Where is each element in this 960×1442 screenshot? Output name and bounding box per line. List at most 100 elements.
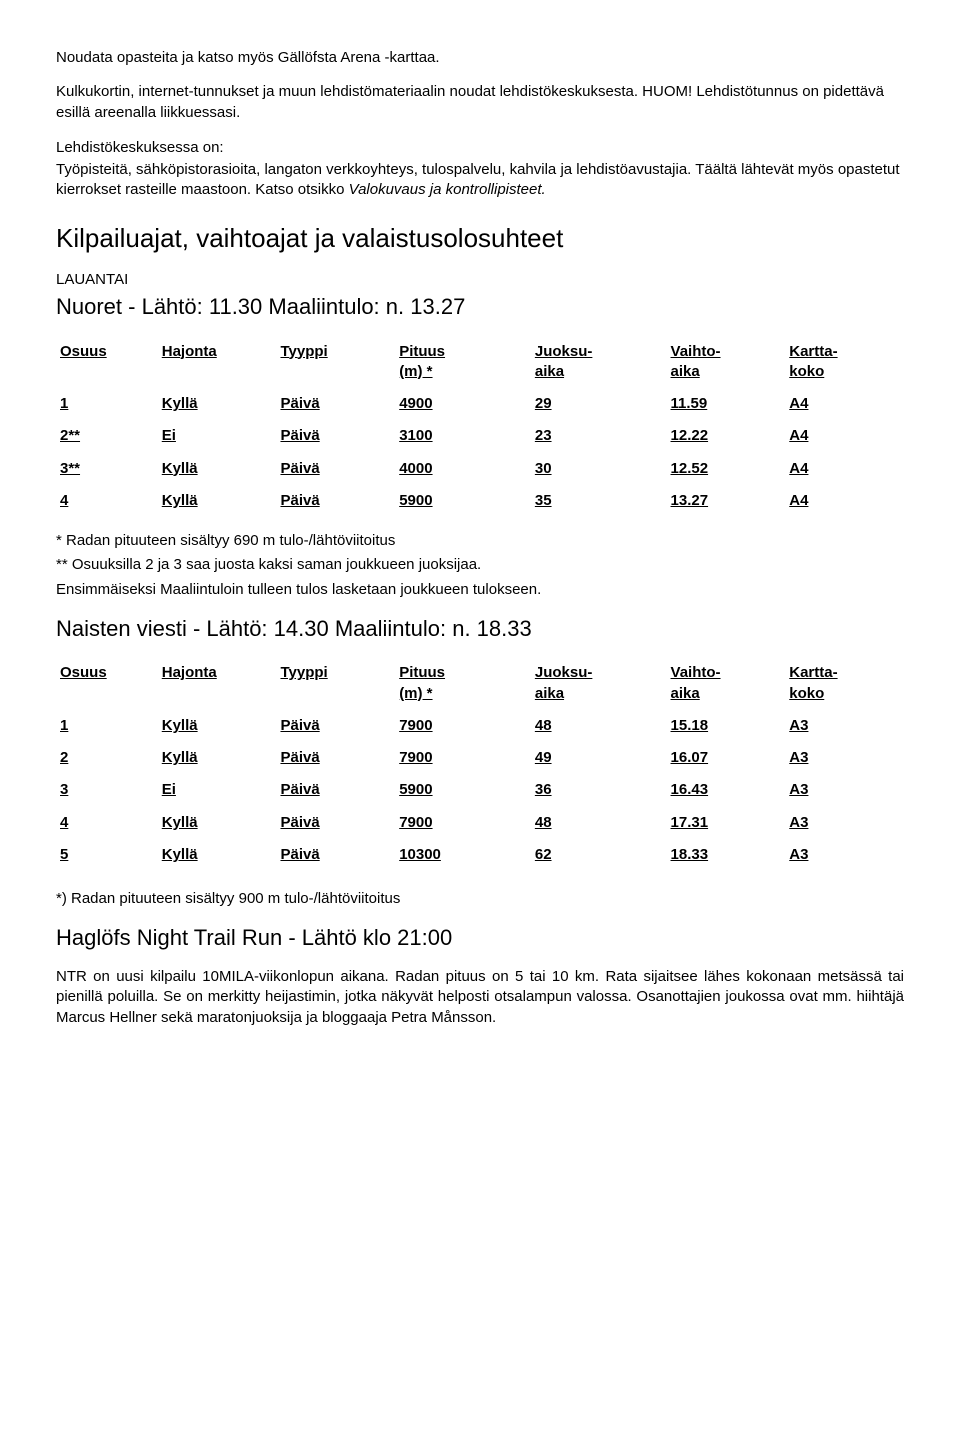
col-juoksu-l2: aika — [535, 362, 663, 382]
table-row: 1KylläPäivä49002911.59A4 — [56, 388, 904, 420]
cell-kartta: A3 — [785, 807, 904, 839]
cell-pituus: 10300 — [395, 839, 531, 871]
nuoret-table: Osuus Hajonta Tyyppi Pituus (m) * Juoksu… — [56, 336, 904, 518]
col-pituus-l1: Pituus — [399, 342, 527, 362]
intro-p1: Noudata opasteita ja katso myös Gällöfst… — [56, 48, 904, 68]
nuoret-day: LAUANTAI — [56, 270, 904, 290]
cell-tyyppi: Päivä — [276, 839, 395, 871]
col-tyyppi: Tyyppi — [276, 336, 395, 389]
cell-tyyppi: Päivä — [276, 807, 395, 839]
col-kartta: Kartta- koko — [785, 657, 904, 710]
table-row: 5KylläPäivä103006218.33A3 — [56, 839, 904, 871]
cell-vaihto: 11.59 — [667, 388, 786, 420]
table-row: 1KylläPäivä79004815.18A3 — [56, 710, 904, 742]
cell-tyyppi: Päivä — [276, 420, 395, 452]
cell-vaihto: 12.52 — [667, 453, 786, 485]
cell-tyyppi: Päivä — [276, 453, 395, 485]
cell-osuus: 4 — [56, 807, 158, 839]
col-vaihto: Vaihto- aika — [667, 657, 786, 710]
cell-kartta: A4 — [785, 453, 904, 485]
cell-vaihto: 16.43 — [667, 774, 786, 806]
col-pituus: Pituus (m) * — [395, 657, 531, 710]
cell-tyyppi: Päivä — [276, 710, 395, 742]
cell-vaihto: 16.07 — [667, 742, 786, 774]
col-vaihto-l1: Vaihto- — [671, 342, 782, 362]
cell-vaihto: 12.22 — [667, 420, 786, 452]
cell-tyyppi: Päivä — [276, 774, 395, 806]
cell-hajonta: Kyllä — [158, 453, 277, 485]
naiset-title: Naisten viesti - Lähtö: 14.30 Maaliintul… — [56, 614, 904, 644]
col-kartta-l1: Kartta- — [789, 342, 900, 362]
col-osuus: Osuus — [56, 336, 158, 389]
nuoret-note1: * Radan pituuteen sisältyy 690 m tulo-/l… — [56, 531, 904, 551]
naiset-table: Osuus Hajonta Tyyppi Pituus (m) * Juoksu… — [56, 657, 904, 871]
col-kartta-l2: koko — [789, 684, 900, 704]
cell-vaihto: 13.27 — [667, 485, 786, 517]
press-center-text: Työpisteitä, sähköpistorasioita, langato… — [56, 161, 900, 198]
cell-pituus: 5900 — [395, 774, 531, 806]
cell-osuus: 1 — [56, 710, 158, 742]
cell-juoksu: 48 — [531, 807, 667, 839]
press-center-body: Työpisteitä, sähköpistorasioita, langato… — [56, 160, 904, 201]
table-row: 2**EiPäivä31002312.22A4 — [56, 420, 904, 452]
cell-osuus: 2 — [56, 742, 158, 774]
table-header-row: Osuus Hajonta Tyyppi Pituus (m) * Juoksu… — [56, 657, 904, 710]
col-pituus: Pituus (m) * — [395, 336, 531, 389]
cell-pituus: 7900 — [395, 807, 531, 839]
col-hajonta: Hajonta — [158, 336, 277, 389]
nuoret-note3: Ensimmäiseksi Maaliintuloin tulleen tulo… — [56, 580, 904, 600]
table-header-row: Osuus Hajonta Tyyppi Pituus (m) * Juoksu… — [56, 336, 904, 389]
col-vaihto-l1: Vaihto- — [671, 663, 782, 683]
nuoret-note2: ** Osuuksilla 2 ja 3 saa juosta kaksi sa… — [56, 555, 904, 575]
cell-juoksu: 35 — [531, 485, 667, 517]
cell-osuus: 3** — [56, 453, 158, 485]
cell-osuus: 5 — [56, 839, 158, 871]
cell-pituus: 7900 — [395, 742, 531, 774]
cell-pituus: 4900 — [395, 388, 531, 420]
cell-juoksu: 30 — [531, 453, 667, 485]
cell-hajonta: Kyllä — [158, 839, 277, 871]
cell-tyyppi: Päivä — [276, 485, 395, 517]
cell-juoksu: 23 — [531, 420, 667, 452]
cell-hajonta: Kyllä — [158, 710, 277, 742]
col-juoksu: Juoksu- aika — [531, 336, 667, 389]
table-row: 2KylläPäivä79004916.07A3 — [56, 742, 904, 774]
cell-juoksu: 36 — [531, 774, 667, 806]
main-heading: Kilpailuajat, vaihtoajat ja valaistusolo… — [56, 221, 904, 256]
cell-juoksu: 49 — [531, 742, 667, 774]
nighttrail-title: Haglöfs Night Trail Run - Lähtö klo 21:0… — [56, 923, 904, 953]
cell-hajonta: Ei — [158, 774, 277, 806]
cell-juoksu: 62 — [531, 839, 667, 871]
table-row: 4KylläPäivä59003513.27A4 — [56, 485, 904, 517]
cell-osuus: 1 — [56, 388, 158, 420]
cell-pituus: 4000 — [395, 453, 531, 485]
press-center-label: Lehdistökeskuksessa on: — [56, 138, 904, 158]
cell-hajonta: Kyllä — [158, 388, 277, 420]
cell-hajonta: Ei — [158, 420, 277, 452]
col-tyyppi: Tyyppi — [276, 657, 395, 710]
cell-pituus: 5900 — [395, 485, 531, 517]
cell-vaihto: 18.33 — [667, 839, 786, 871]
naiset-note1: *) Radan pituuteen sisältyy 900 m tulo-/… — [56, 889, 904, 909]
cell-hajonta: Kyllä — [158, 742, 277, 774]
nighttrail-body: NTR on uusi kilpailu 10MILA-viikonlopun … — [56, 967, 904, 1028]
cell-juoksu: 29 — [531, 388, 667, 420]
cell-pituus: 3100 — [395, 420, 531, 452]
col-kartta-l2: koko — [789, 362, 900, 382]
cell-kartta: A3 — [785, 774, 904, 806]
cell-juoksu: 48 — [531, 710, 667, 742]
cell-osuus: 3 — [56, 774, 158, 806]
col-pituus-l2: (m) * — [399, 684, 527, 704]
cell-kartta: A4 — [785, 485, 904, 517]
cell-hajonta: Kyllä — [158, 807, 277, 839]
col-kartta-l1: Kartta- — [789, 663, 900, 683]
cell-kartta: A3 — [785, 742, 904, 774]
cell-tyyppi: Päivä — [276, 388, 395, 420]
col-juoksu: Juoksu- aika — [531, 657, 667, 710]
col-osuus: Osuus — [56, 657, 158, 710]
col-vaihto: Vaihto- aika — [667, 336, 786, 389]
col-pituus-l1: Pituus — [399, 663, 527, 683]
cell-kartta: A4 — [785, 388, 904, 420]
table-row: 4KylläPäivä79004817.31A3 — [56, 807, 904, 839]
col-pituus-l2: (m) * — [399, 362, 527, 382]
